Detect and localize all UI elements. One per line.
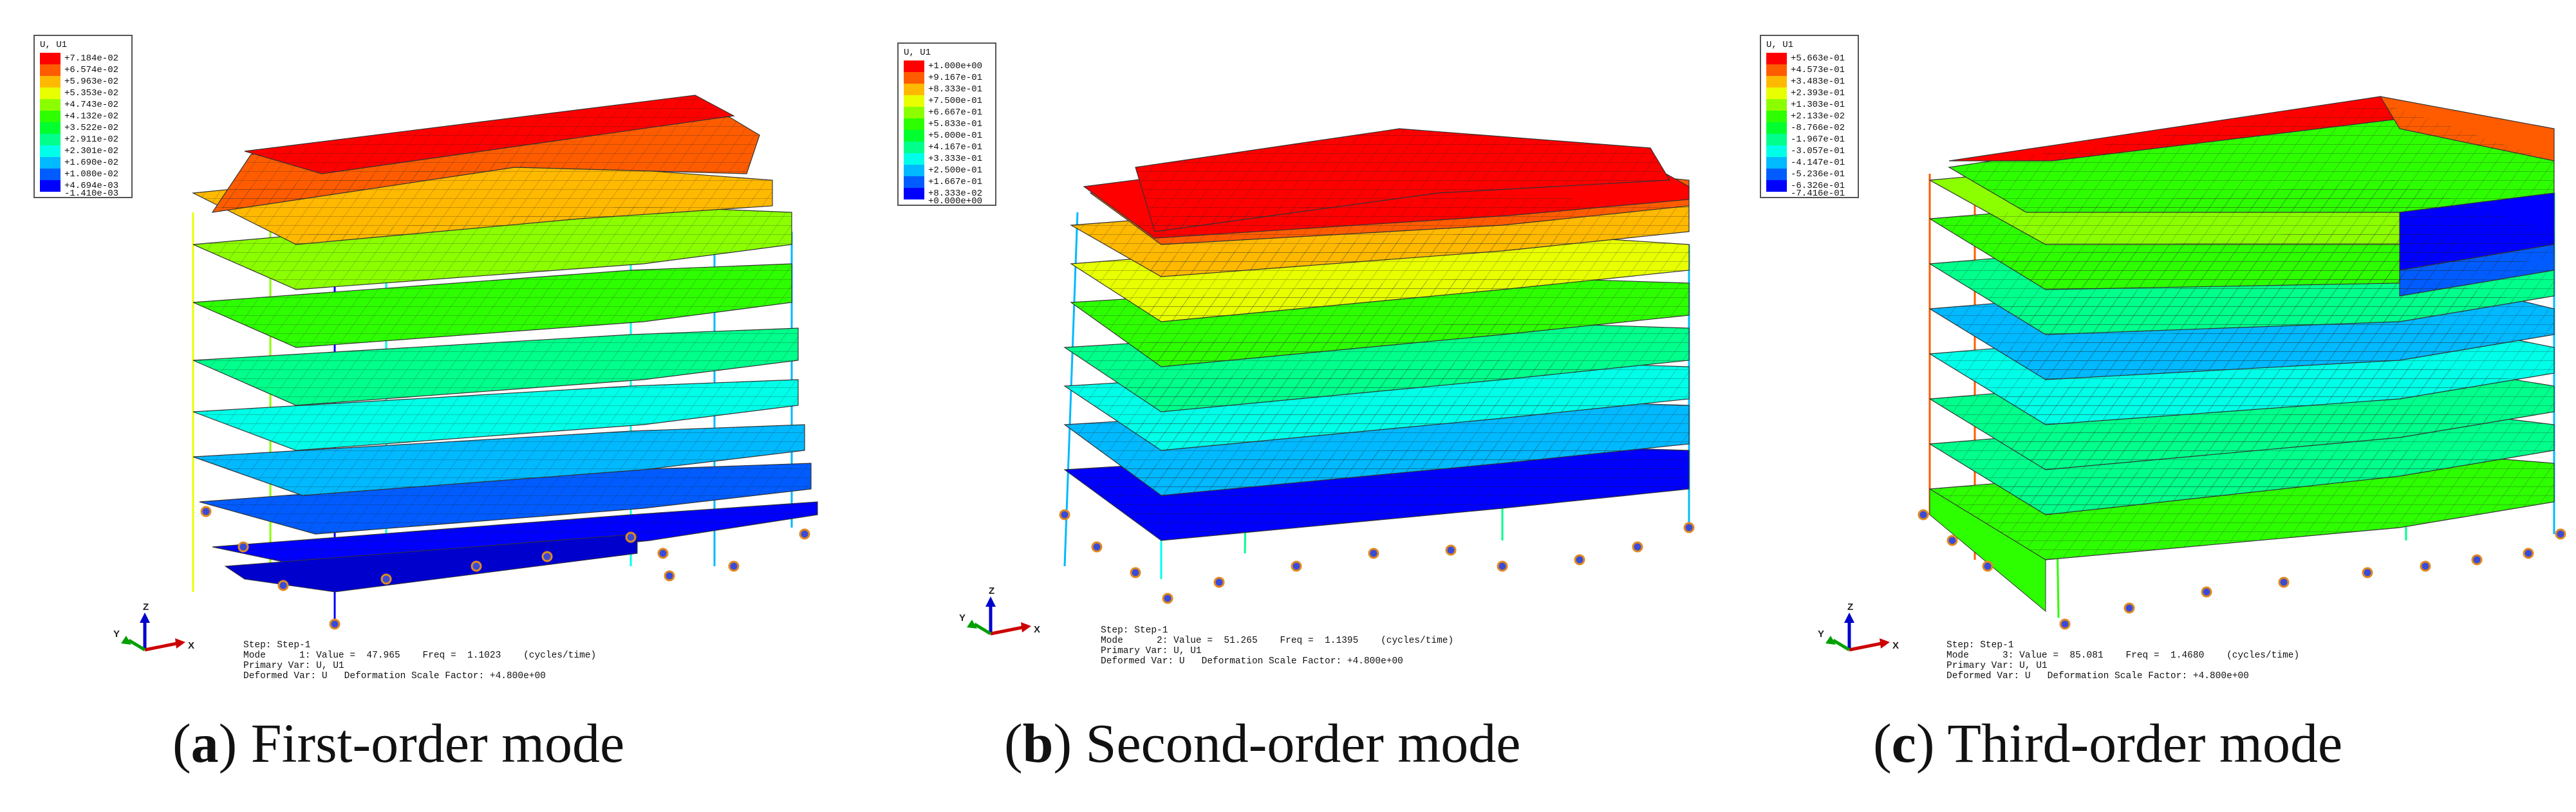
legend-value: +5.963e-02 [64,77,119,87]
caption-text: Third-order mode [1947,712,2343,774]
axis-x-label: X [1892,640,1899,651]
legend-title: U, U1 [1766,40,1794,50]
mode-shape-plot-c: Z X Y [1818,96,2566,652]
panel-b: Z X Y U, U1 +1.000e+00 +9.167e-01 +8.333… [859,0,1717,708]
mode-label: Mode 2: Value = 51.265 Freq = 1.1395 (cy… [1101,636,1454,646]
step-info-b: Step: Step-1 Mode 2: Value = 51.265 Freq … [1101,625,1453,667]
legend-value: -7.416e-01 [1791,189,1845,199]
axis-triad-b: Z X Y [959,586,1040,636]
legend-value: +4.743e-02 [64,100,119,110]
caption-c: (c) Third-order mode [1873,712,2343,774]
legend-value: +4.573e-01 [1791,65,1845,75]
contour-legend-b: U, U1 +1.000e+00 +9.167e-01 +8.333e-01 +… [897,42,996,207]
ground-slab-a [224,533,638,593]
legend-value: +2.133e-02 [1791,111,1845,122]
legend-value: +3.483e-01 [1791,77,1845,87]
legend-value: +8.333e-01 [928,84,983,95]
legend-title: U, U1 [904,48,931,58]
caption-a: (a) First-order mode [173,712,625,774]
legend-value: +5.833e-01 [928,119,983,129]
legend-value: -1.410e-03 [64,189,119,199]
legend-value: +1.690e-02 [64,158,119,168]
legend-value: +6.667e-01 [928,107,983,118]
legend-value: +5.663e-01 [1791,53,1845,64]
mesh-overlay-a [193,97,817,573]
legend-value: +8.333e-02 [928,189,983,199]
legend-title: U, U1 [40,40,68,50]
legend-value: +2.911e-02 [64,134,119,145]
primary-var-label: Primary Var: U, U1 [1101,646,1202,656]
axis-triad-c: Z X Y [1818,602,1899,652]
mode-label: Mode 3: Value = 85.081 Freq = 1.4680 (cy… [1946,651,2300,661]
legend-value: +7.500e-01 [928,96,983,106]
legend-value: -8.766e-02 [1791,123,1845,133]
legend-value: -5.236e-01 [1791,169,1845,180]
legend-value: -1.967e-01 [1791,134,1845,145]
contour-legend-c: U, U1 +5.663e-01 +4.573e-01 +3.483e-01 +… [1760,35,1859,199]
legend-value: +1.303e-01 [1791,100,1845,110]
legend-value: +1.000e+00 [928,61,983,71]
deformed-var-label: Deformed Var: U Deformation Scale Factor… [243,671,546,681]
caption-text: Second-order mode [1085,712,1521,774]
legend-value: +0.000e+00 [928,196,983,207]
supports-b [1059,509,1695,604]
step-label: Step: Step-1 [1101,625,1168,636]
caption-letter: a [191,712,219,774]
legend-value: +2.393e-01 [1791,88,1845,98]
step-info-c: Step: Step-1 Mode 3: Value = 85.081 Freq … [1946,640,2299,681]
legend-value: +4.132e-02 [64,111,119,122]
legend-value: +5.000e-01 [928,131,983,141]
panel-a: Z X Y U, U1 +7.184e-02 +6.574e-02 +5.963… [0,0,859,708]
axis-y-label: Y [1818,629,1824,640]
axis-z-label: Z [1847,602,1853,613]
axis-z-label: Z [143,602,149,613]
step-label: Step: Step-1 [1946,640,2014,651]
mesh-overlay-c [1930,103,2554,560]
deformed-var-label: Deformed Var: U Deformation Scale Factor… [1101,656,1403,667]
panel-c: Z X Y U, U1 +5.663e-01 +4.573e-01 +3.483… [1717,0,2576,708]
caption-letter: b [1022,712,1054,774]
legend-value: +4.694e-03 [64,181,119,191]
legend-value: -4.147e-01 [1791,158,1845,168]
legend-value: -6.326e-01 [1791,181,1845,191]
mode-label: Mode 1: Value = 47.965 Freq = 1.1023 (cy… [243,651,597,661]
primary-var-label: Primary Var: U, U1 [1946,661,2048,671]
caption-letter: c [1891,712,1916,774]
contour-legend-a: U, U1 +7.184e-02 +6.574e-02 +5.963e-02 +… [33,35,133,199]
supports-c [1918,509,2566,630]
mesh-overlay-b [1065,129,1689,540]
legend-value: +2.500e-01 [928,165,983,176]
legend-value: +1.080e-02 [64,169,119,180]
legend-value: +1.667e-01 [928,177,983,187]
axis-y-label: Y [959,613,966,623]
legend-value: +3.522e-02 [64,123,119,133]
legend-value: +3.333e-01 [928,154,983,164]
legend-value: +5.353e-02 [64,88,119,98]
primary-var-label: Primary Var: U, U1 [243,661,344,671]
front-face-c [1929,488,2046,613]
step-label: Step: Step-1 [243,640,311,651]
deformed-var-label: Deformed Var: U Deformation Scale Factor… [1946,671,2249,681]
axis-x-label: X [1034,624,1040,635]
legend-value: +2.301e-02 [64,146,119,156]
mode-shape-plot-b: Z X Y [959,128,1695,636]
axis-x-label: X [188,640,194,651]
caption-text: First-order mode [250,712,625,774]
axis-triad-a: Z X Y [113,602,194,652]
legend-value: -3.057e-01 [1791,146,1845,156]
axis-z-label: Z [989,586,994,596]
mode-shape-plot-a: Z X Y [113,95,818,652]
legend-value: +7.184e-02 [64,53,119,64]
step-info-a: Step: Step-1 Mode 1: Value = 47.965 Freq … [243,640,596,681]
legend-value: +9.167e-01 [928,73,983,83]
axis-y-label: Y [113,629,120,640]
caption-b: (b) Second-order mode [1004,712,1521,774]
supports-a [200,506,810,630]
legend-value: +6.574e-02 [64,65,119,75]
legend-value: +4.167e-01 [928,142,983,152]
